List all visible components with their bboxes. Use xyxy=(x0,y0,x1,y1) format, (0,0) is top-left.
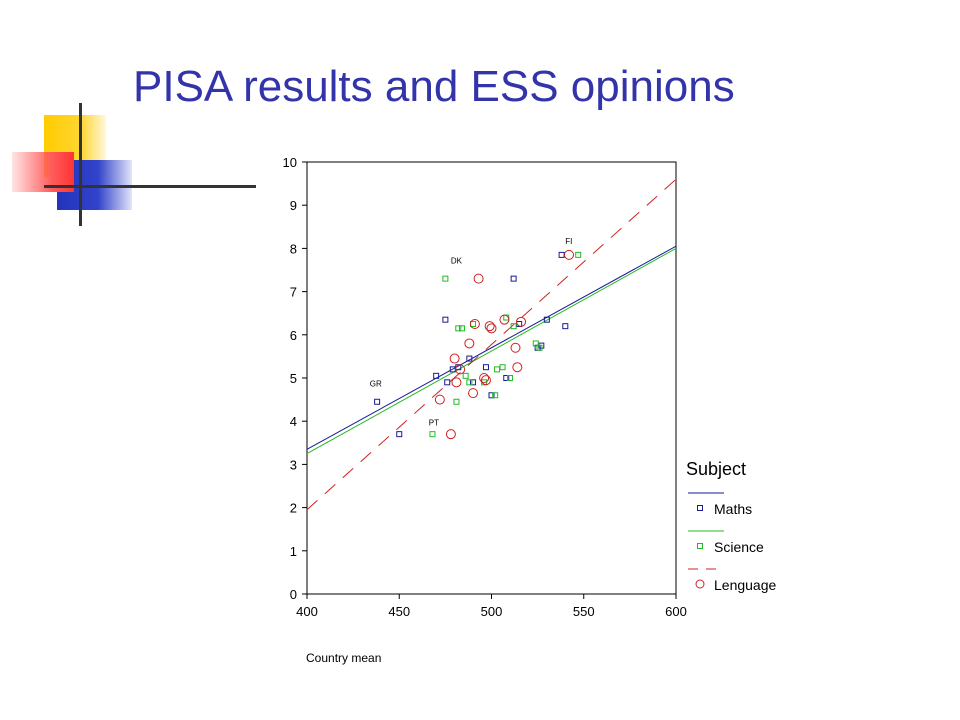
lenguage-point xyxy=(479,373,490,383)
maths-point xyxy=(558,251,565,258)
x-tick-label: 400 xyxy=(296,604,318,619)
annotation-label: PT xyxy=(429,419,439,428)
lenguage-point xyxy=(563,249,574,260)
legend-title: Subject xyxy=(686,459,746,479)
science-point xyxy=(455,325,462,332)
lenguage-point xyxy=(512,362,523,373)
decor-horizontal-line xyxy=(44,185,256,188)
science-point xyxy=(462,372,469,379)
x-tick-label: 600 xyxy=(665,604,687,619)
y-tick-label: 4 xyxy=(290,414,297,429)
maths-point xyxy=(396,431,403,438)
science-fit-line xyxy=(306,247,677,455)
maths-fit-line xyxy=(306,245,677,450)
science-point xyxy=(494,366,501,373)
maths-point xyxy=(444,379,451,386)
maths-point xyxy=(433,372,440,379)
lenguage-point xyxy=(516,316,527,327)
maths-point xyxy=(488,392,495,399)
lenguage-point xyxy=(464,338,475,349)
maths-point xyxy=(503,375,510,381)
lenguage-point xyxy=(486,323,497,334)
slide-title: PISA results and ESS opinions xyxy=(133,62,735,111)
maths-legend-marker xyxy=(697,505,703,511)
axes: 0 1 2 3 4 5 6 7 8 9 10 400 450 500 550 600 xyxy=(283,155,687,619)
maths-legend-label: Maths xyxy=(714,501,752,517)
lenguage-point xyxy=(484,321,495,332)
science-point xyxy=(442,275,449,282)
y-tick-label: 10 xyxy=(283,155,297,170)
lenguage-point xyxy=(480,375,491,386)
data-points xyxy=(374,249,582,440)
maths-point xyxy=(482,364,489,371)
science-point xyxy=(575,251,582,258)
maths-point xyxy=(466,355,473,362)
x-tick-label: 450 xyxy=(388,604,410,619)
fit-lines xyxy=(306,178,677,511)
plot-frame xyxy=(306,161,677,595)
y-tick-label: 1 xyxy=(290,544,297,559)
lenguage-point xyxy=(445,429,456,440)
legend: Subject Maths Science Lenguage xyxy=(686,459,777,593)
annotation-label: DK xyxy=(451,257,463,266)
y-tick-label: 6 xyxy=(290,328,297,343)
lenguage-point xyxy=(510,342,521,353)
science-legend-marker xyxy=(697,543,703,549)
maths-point xyxy=(470,379,477,386)
annotation-label: FI xyxy=(565,237,572,246)
science-point xyxy=(453,398,460,405)
x-tick-label: 500 xyxy=(481,604,503,619)
y-tick-label: 9 xyxy=(290,198,297,213)
lenguage-point xyxy=(469,319,480,329)
lenguage-point xyxy=(499,314,510,325)
science-point xyxy=(458,325,465,332)
science-point xyxy=(536,344,543,351)
y-tick-label: 8 xyxy=(290,241,297,256)
science-point xyxy=(466,379,473,386)
y-tick-label: 3 xyxy=(290,457,297,472)
x-tick-label: 550 xyxy=(573,604,595,619)
science-point xyxy=(506,375,513,381)
y-tick-label: 5 xyxy=(290,371,297,386)
science-point xyxy=(499,364,506,371)
science-legend-label: Science xyxy=(714,539,764,555)
maths-point xyxy=(374,398,381,405)
science-point xyxy=(470,321,477,327)
maths-point xyxy=(510,275,517,282)
lenguage-legend-marker xyxy=(695,579,705,589)
y-tick-label: 2 xyxy=(290,501,297,516)
maths-point xyxy=(543,316,550,323)
annotation-label: GR xyxy=(370,380,382,389)
science-point xyxy=(532,340,539,347)
x-axis-title: Country mean xyxy=(306,651,381,665)
science-point xyxy=(510,323,517,330)
decor-vertical-line xyxy=(79,103,82,226)
y-tick-label: 7 xyxy=(290,285,297,300)
lenguage-legend-label: Lenguage xyxy=(714,577,777,593)
maths-point xyxy=(442,316,449,323)
lenguage-point xyxy=(468,388,479,399)
lenguage-fit-line xyxy=(306,178,677,511)
lenguage-point xyxy=(434,394,445,405)
lenguage-point xyxy=(473,273,484,284)
maths-point xyxy=(562,323,569,330)
science-point xyxy=(429,431,436,438)
science-point xyxy=(492,392,499,399)
lenguage-point xyxy=(449,353,460,364)
point-annotations: GR PT DK FI xyxy=(370,237,573,427)
lenguage-point xyxy=(451,377,462,388)
lenguage-point xyxy=(455,364,466,375)
y-tick-label: 0 xyxy=(290,587,297,602)
